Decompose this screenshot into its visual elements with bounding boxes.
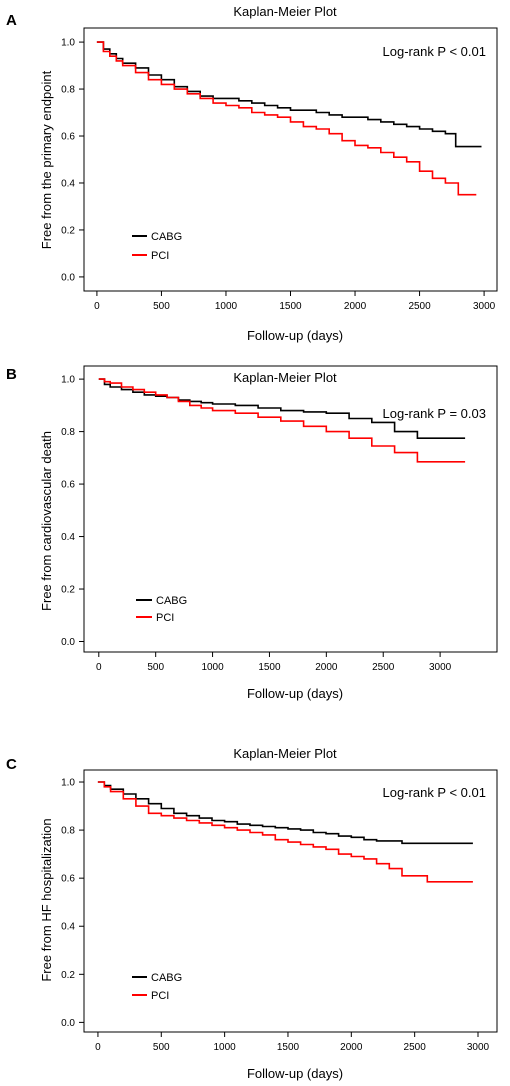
panel-letter: A (6, 12, 17, 29)
y-tick-label: 0.6 (61, 132, 75, 143)
x-tick-label: 500 (153, 1042, 170, 1053)
y-tick-label: 0.2 (61, 585, 75, 596)
log-rank-annotation: Log-rank P < 0.01 (383, 44, 486, 59)
chart-title: Kaplan-Meier Plot (233, 4, 337, 19)
x-tick-label: 1500 (279, 301, 302, 312)
legend: CABG PCI (132, 231, 182, 262)
survival-curve-pci (96, 41, 477, 196)
legend-label-pci: PCI (151, 250, 169, 262)
y-tick-label: 1.0 (61, 778, 75, 789)
x-axis-label: Follow-up (days) (247, 1066, 343, 1081)
x-tick-label: 3000 (429, 662, 452, 673)
panel-c: C Kaplan-Meier Plot Log-rank P < 0.01 Fo… (0, 724, 510, 1086)
legend-label-pci: PCI (151, 990, 169, 1002)
x-tick-label: 1000 (215, 301, 238, 312)
log-rank-annotation: Log-rank P < 0.01 (383, 785, 486, 800)
y-tick-label: 0.8 (61, 427, 75, 438)
x-axis-label: Follow-up (days) (247, 686, 343, 701)
x-tick-label: 1000 (213, 1042, 236, 1053)
y-tick-label: 0.4 (61, 178, 75, 189)
x-tick-label: 2000 (315, 662, 338, 673)
y-axis-label: Free from cardiovascular death (39, 431, 54, 611)
chart-panel-c: C Kaplan-Meier Plot Log-rank P < 0.01 Fo… (6, 746, 498, 1081)
y-tick-label: 1.0 (61, 38, 75, 49)
x-tick-label: 2000 (340, 1042, 363, 1053)
x-tick-label: 3000 (467, 1042, 490, 1053)
y-tick-label: 0.4 (61, 922, 75, 933)
chart-title: Kaplan-Meier Plot (233, 370, 337, 385)
survival-curve-pci (98, 378, 466, 463)
x-tick-label: 1500 (277, 1042, 300, 1053)
legend-label-pci: PCI (156, 612, 174, 624)
y-tick-label: 0.0 (61, 1018, 75, 1029)
x-tick-label: 2500 (372, 662, 395, 673)
x-tick-label: 2500 (408, 301, 431, 312)
legend: CABG PCI (132, 972, 182, 1002)
y-tick-label: 0.2 (61, 970, 75, 981)
x-tick-label: 3000 (473, 301, 496, 312)
y-axis-label: Free from the primary endpoint (39, 70, 54, 249)
panel-letter: B (6, 366, 17, 383)
legend-label-cabg: CABG (156, 595, 187, 607)
x-tick-label: 2000 (344, 301, 367, 312)
chart-title: Kaplan-Meier Plot (233, 746, 337, 761)
plot-frame (83, 365, 498, 653)
x-tick-label: 1000 (201, 662, 224, 673)
y-tick-label: 0.2 (61, 225, 75, 236)
log-rank-annotation: Log-rank P = 0.03 (383, 406, 486, 421)
survival-curve-cabg (97, 781, 473, 845)
y-tick-label: 0.0 (61, 272, 75, 283)
legend: CABG PCI (136, 595, 187, 624)
legend-label-cabg: CABG (151, 231, 182, 243)
panel-a: A Kaplan-Meier Plot Log-rank P < 0.01 Fo… (0, 0, 510, 362)
x-tick-label: 0 (94, 301, 100, 312)
survival-curve-pci (97, 781, 473, 883)
x-tick-label: 0 (96, 662, 102, 673)
plot-frame (83, 769, 498, 1033)
y-tick-label: 0.6 (61, 480, 75, 491)
legend-label-cabg: CABG (151, 972, 182, 984)
chart-panel-a: A Kaplan-Meier Plot Log-rank P < 0.01 Fo… (6, 4, 498, 343)
chart-panel-b: B Kaplan-Meier Plot Log-rank P = 0.03 Fo… (6, 365, 498, 701)
y-tick-label: 1.0 (61, 375, 75, 386)
panel-letter: C (6, 756, 17, 773)
x-tick-label: 500 (147, 662, 164, 673)
x-tick-label: 0 (95, 1042, 101, 1053)
y-tick-label: 0.8 (61, 85, 75, 96)
y-tick-label: 0.8 (61, 826, 75, 837)
y-tick-label: 0.6 (61, 874, 75, 885)
x-tick-label: 2500 (404, 1042, 427, 1053)
x-axis-label: Follow-up (days) (247, 328, 343, 343)
panel-b: B Kaplan-Meier Plot Log-rank P = 0.03 Fo… (0, 362, 510, 724)
y-tick-label: 0.0 (61, 637, 75, 648)
y-axis-label: Free from HF hospitalization (39, 818, 54, 981)
x-tick-label: 1500 (258, 662, 281, 673)
y-tick-label: 0.4 (61, 532, 75, 543)
x-tick-label: 500 (153, 301, 170, 312)
